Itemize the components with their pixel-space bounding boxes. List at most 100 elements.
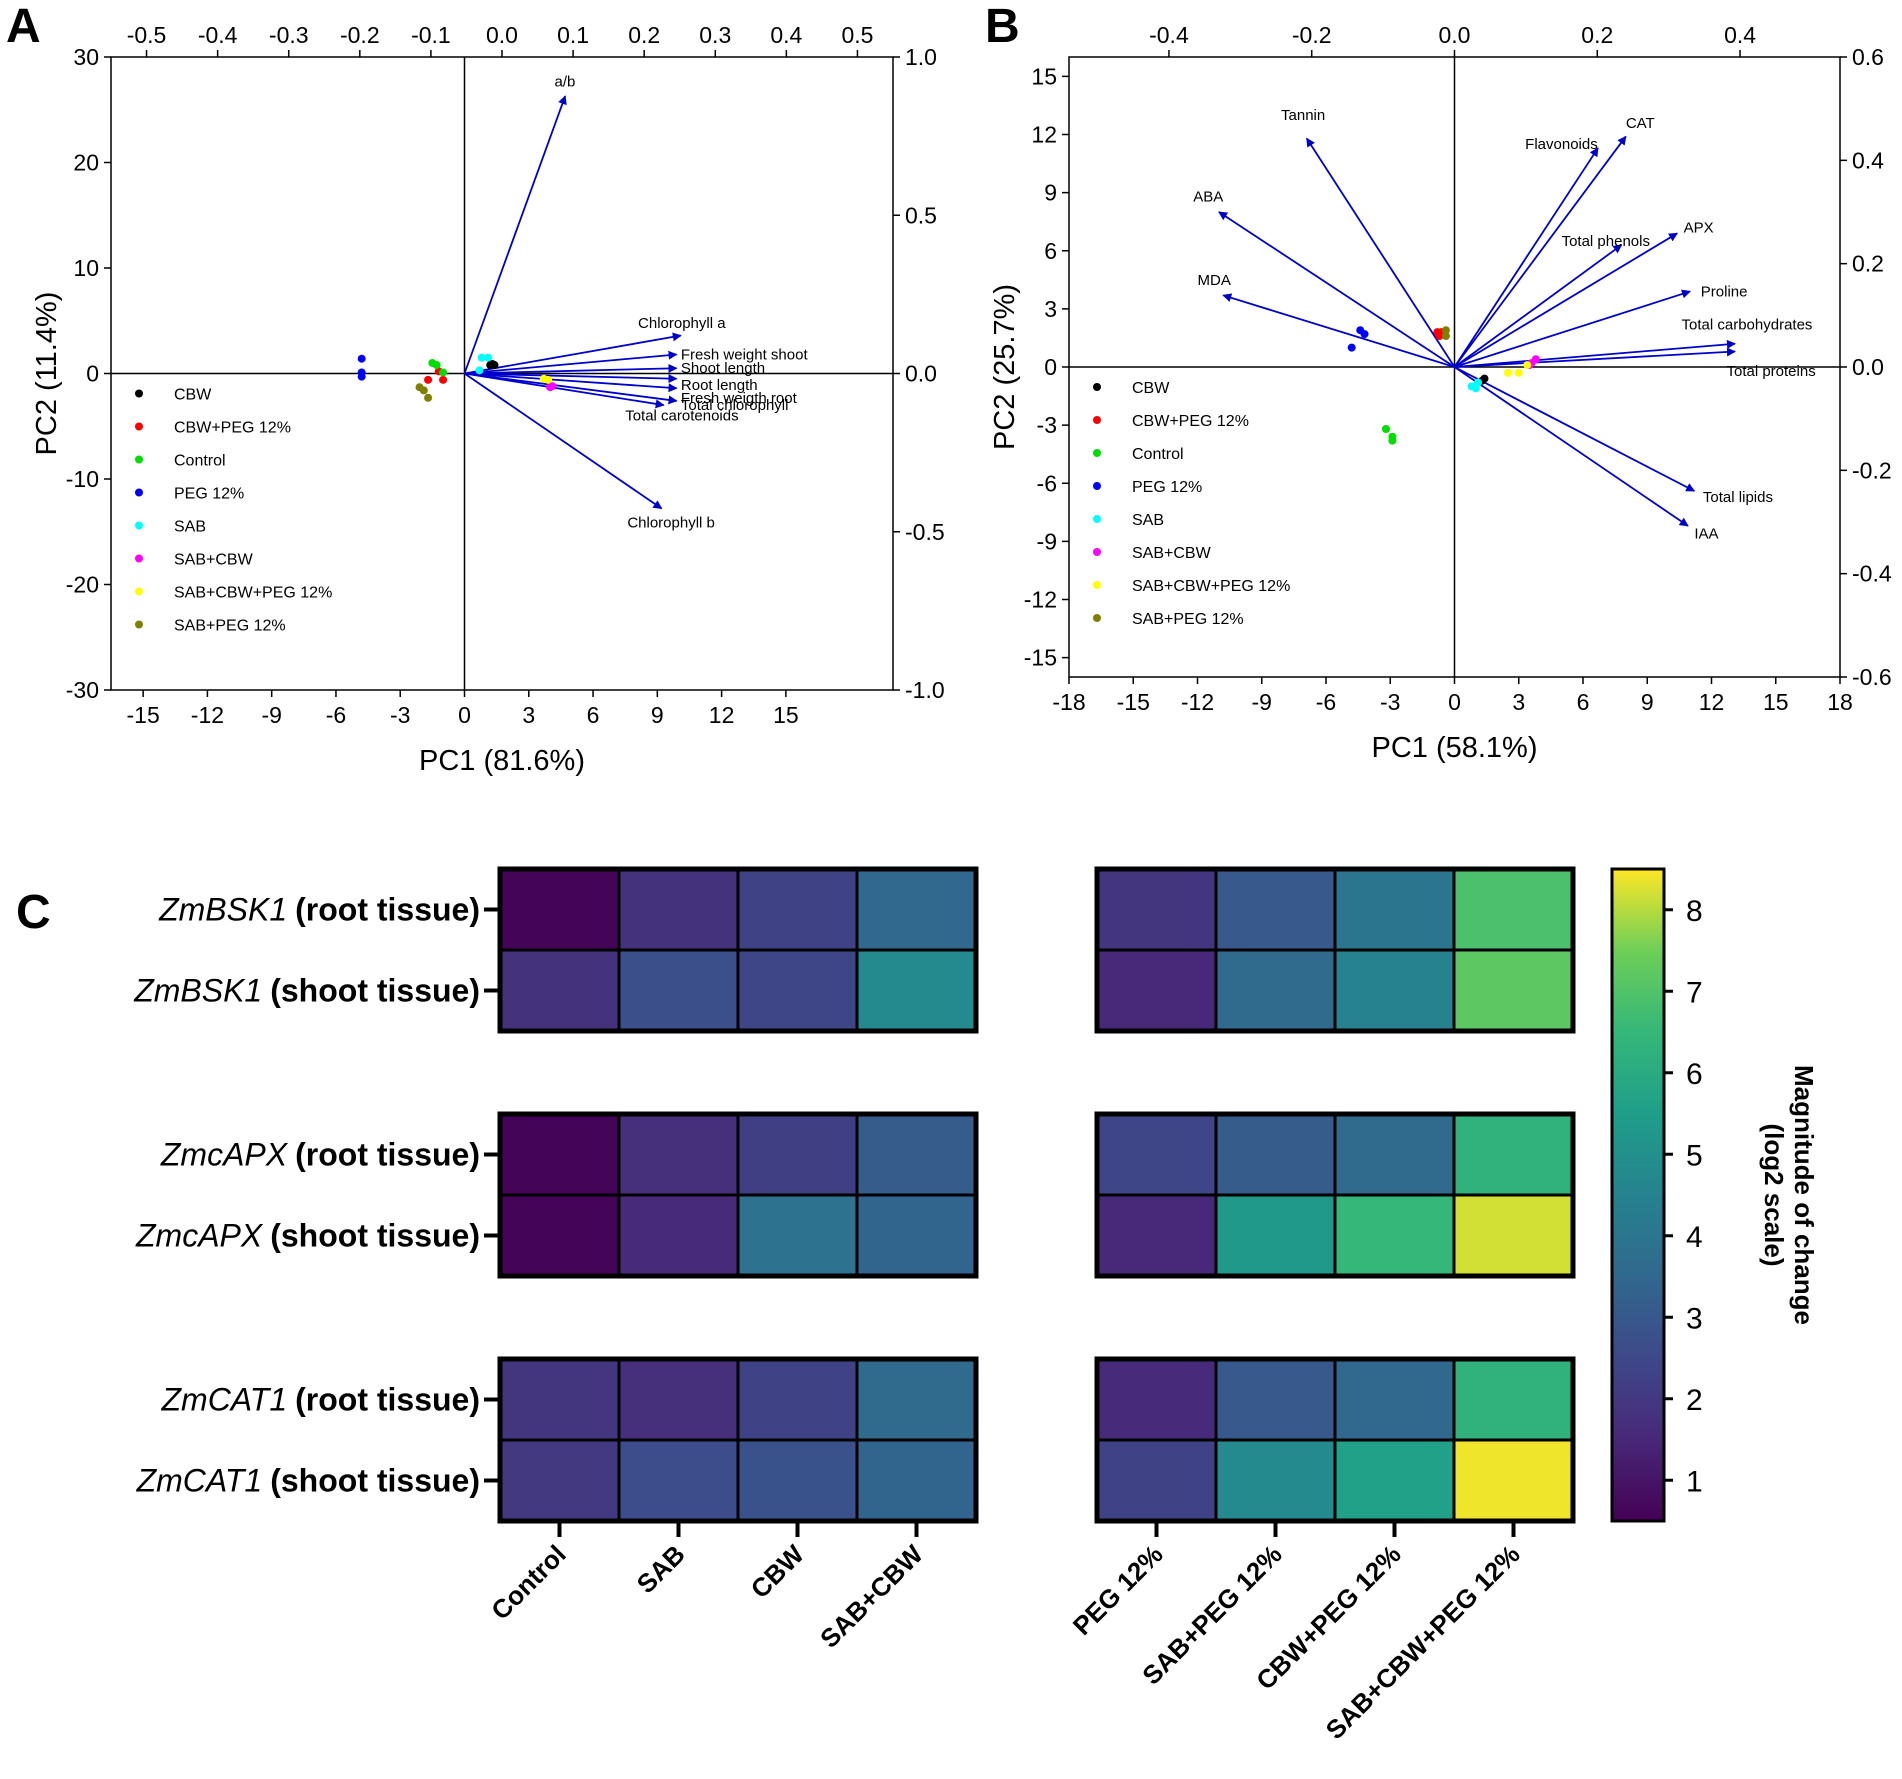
legend-label: PEG 12%	[174, 486, 244, 503]
heatmap-cell	[1214, 1193, 1337, 1278]
loading-label: Root length	[681, 377, 758, 394]
score-point	[432, 361, 441, 370]
heatmap-cell	[855, 1193, 978, 1278]
row-label: ZmCAT1 (root tissue)	[160, 1382, 480, 1418]
x-tick-label: -12	[1181, 689, 1214, 715]
colorbar-tick-label: 8	[1686, 895, 1703, 928]
y-tick-label: -12	[1024, 587, 1057, 613]
row-label: ZmBSK1 (root tissue)	[158, 892, 480, 928]
row-tissue: (shoot tissue)	[270, 1218, 480, 1254]
legend-label: CBW+PEG 12%	[1132, 413, 1249, 430]
loading-vector	[1218, 211, 1455, 368]
heatmap-cell	[1095, 948, 1218, 1033]
loading-vector	[463, 95, 567, 374]
y-axis-title: PC2 (11.4%)	[31, 292, 63, 456]
colorbar	[1610, 867, 1666, 1523]
colorbar-tick-label: 7	[1686, 976, 1703, 1009]
right-tick-label: 0.0	[1852, 354, 1884, 380]
score-point	[1381, 425, 1390, 433]
top-tick-label: 0.5	[841, 22, 873, 48]
x-tick-label: -15	[127, 702, 160, 728]
y-tick-label: -6	[1037, 470, 1057, 496]
loading-vector	[1222, 293, 1455, 368]
x-tick-label: 15	[1763, 689, 1789, 715]
row-label: ZmBSK1 (shoot tissue)	[133, 973, 480, 1009]
loading-vector	[1305, 137, 1456, 368]
legend-marker	[1093, 515, 1101, 523]
top-tick-label: 0.2	[1581, 22, 1613, 48]
row-tissue: (root tissue)	[295, 1137, 480, 1173]
colorbar-title: Magnitude of change(log2 scale)	[1759, 1065, 1819, 1325]
x-tick-label: -9	[1252, 689, 1272, 715]
y-tick-label: 3	[1044, 296, 1057, 322]
legend-marker	[1093, 449, 1101, 457]
score-point	[1504, 368, 1513, 377]
loading-label: Proline	[1701, 283, 1748, 300]
loading-label: a/b	[554, 73, 575, 90]
row-gene-name: ZmCAT1	[136, 1463, 263, 1499]
y-tick-label: -9	[1037, 528, 1057, 554]
loading-label: IAA	[1694, 526, 1718, 543]
loading-vector	[1454, 347, 1736, 368]
y-tick-label: 9	[1044, 180, 1057, 206]
legend-marker	[135, 587, 143, 596]
top-tick-label: 0.1	[557, 22, 589, 48]
heatmap-cell	[1095, 1193, 1218, 1278]
heatmap-cell	[1452, 867, 1575, 952]
heatmap-cell	[1214, 1112, 1337, 1197]
heatmap-cell	[1452, 1357, 1575, 1442]
score-point	[439, 375, 448, 384]
row-label: ZmcAPX (root tissue)	[160, 1137, 480, 1173]
score-point	[419, 386, 428, 395]
panel-label-a: A	[6, 0, 41, 53]
panel-label-c: C	[16, 886, 51, 939]
x-tick-label: 3	[1512, 689, 1525, 715]
legend-label: SAB+CBW	[174, 552, 254, 569]
loading-vector	[1454, 289, 1691, 368]
y-tick-label: -15	[1024, 645, 1057, 671]
heatmap-cell	[617, 1193, 740, 1278]
colorbar-tick-label: 4	[1686, 1221, 1703, 1254]
x-tick-label: 18	[1827, 689, 1853, 715]
column-label: CBW	[745, 1539, 810, 1604]
heatmap-cell	[736, 1357, 859, 1442]
heatmap-cell	[1333, 867, 1456, 952]
loading-label: Chlorophyll a	[638, 315, 726, 332]
x-tick-label: 0	[1448, 689, 1461, 715]
x-tick-label: -9	[261, 702, 281, 728]
heatmap-cell	[1452, 1112, 1575, 1197]
row-tissue: (shoot tissue)	[270, 973, 480, 1009]
heatmap-cell	[855, 867, 978, 952]
x-tick-label: 0	[458, 702, 471, 728]
heatmap-cell	[498, 1112, 621, 1197]
x-tick-label: 6	[587, 702, 600, 728]
colorbar-tick-label: 1	[1686, 1465, 1703, 1498]
heatmap-cell	[1214, 867, 1337, 952]
legend-label: SAB	[174, 519, 206, 536]
loading-label: Total phenols	[1562, 233, 1650, 250]
score-point	[1388, 436, 1397, 445]
colorbar-tick-label: 2	[1686, 1384, 1703, 1417]
row-gene-name: ZmBSK1	[158, 892, 287, 928]
heatmap-cell	[617, 1357, 740, 1442]
column-label: SAB+CBW	[814, 1539, 929, 1654]
heatmap-cell	[617, 1112, 740, 1197]
score-point	[357, 354, 366, 363]
top-tick-label: -0.1	[411, 22, 451, 48]
heatmap-cell	[1452, 1438, 1575, 1523]
y-tick-label: 10	[73, 255, 99, 281]
y-tick-label: 15	[1031, 63, 1057, 89]
right-tick-label: 0.2	[1852, 251, 1884, 277]
right-tick-label: 0.4	[1852, 147, 1884, 173]
x-tick-label: -3	[390, 702, 410, 728]
column-label: SAB+CBW+PEG 12%	[1320, 1539, 1526, 1745]
legend-label: Control	[174, 453, 226, 470]
legend-marker	[1093, 614, 1101, 622]
loading-label: APX	[1684, 220, 1714, 237]
heatmap-cell	[1333, 1438, 1456, 1523]
legend-marker	[135, 620, 143, 629]
loading-label: Total proteins	[1726, 363, 1815, 380]
legend-marker	[135, 521, 143, 530]
y-tick-label: 0	[86, 361, 99, 387]
colorbar-tick-label: 5	[1686, 1139, 1703, 1172]
